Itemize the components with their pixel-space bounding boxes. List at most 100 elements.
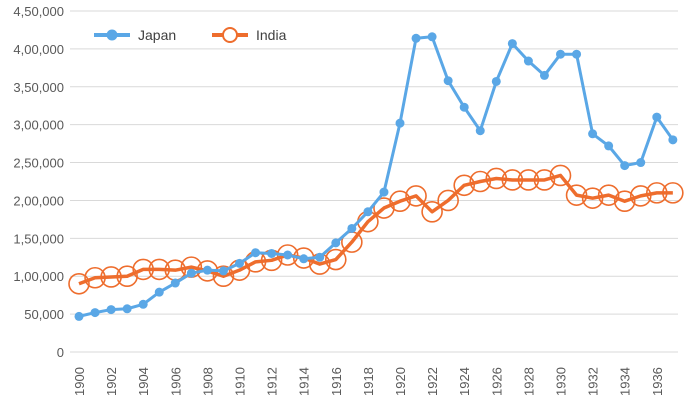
- india-point: [324, 248, 347, 271]
- x-tick-label: 1912: [265, 367, 280, 396]
- japan-point: [363, 207, 373, 217]
- x-tick-label: 1936: [650, 367, 665, 396]
- japan-point: [668, 135, 678, 145]
- india-point: [212, 265, 235, 288]
- y-tick-label: 2,50,000: [13, 156, 64, 171]
- x-tick-label: 1910: [233, 367, 248, 396]
- x-tick-label: 1932: [586, 367, 601, 396]
- x-tick-label: 1924: [457, 367, 472, 396]
- japan-point: [395, 118, 405, 128]
- y-tick-label: 2,00,000: [13, 193, 64, 208]
- japan-point: [588, 129, 598, 139]
- x-tick-label: 1928: [521, 367, 536, 396]
- x-tick-label: 1900: [72, 367, 87, 396]
- japan-point: [218, 266, 228, 276]
- india-point: [469, 170, 492, 193]
- x-tick-label: 1908: [200, 367, 215, 396]
- india-point: [629, 185, 652, 207]
- legend-japan-label: Japan: [138, 27, 176, 43]
- japan-point: [539, 70, 549, 80]
- x-tick-label: 1902: [104, 367, 119, 396]
- x-tick-label: 1930: [554, 367, 569, 396]
- japan-point: [427, 32, 437, 42]
- japan-point: [331, 238, 341, 248]
- india-point: [549, 164, 572, 187]
- japan-point: [170, 278, 180, 288]
- japan-point: [523, 56, 533, 66]
- japan-point: [620, 161, 630, 171]
- y-tick-label: 4,00,000: [13, 42, 64, 57]
- japan-point: [411, 33, 421, 43]
- japan-point: [299, 254, 309, 264]
- x-tick-label: 1922: [425, 367, 440, 396]
- y-tick-label: 1,00,000: [13, 269, 64, 284]
- legend: Japan India: [94, 27, 287, 43]
- japan-point: [138, 299, 148, 309]
- japan-point: [74, 311, 84, 321]
- india-point: [148, 258, 171, 281]
- india-point: [405, 185, 427, 207]
- y-tick-label: 0: [57, 345, 64, 360]
- india-point: [116, 265, 138, 288]
- japan-point: [636, 158, 646, 168]
- japan-point: [556, 49, 565, 59]
- x-tick-label: 1920: [393, 367, 408, 396]
- series-layer: [68, 32, 684, 321]
- x-tick-label: 1916: [329, 367, 344, 396]
- india-point: [662, 182, 684, 204]
- x-axis-ticks: 1900 1902 1904 1906 1908 1910 1912 1914 1916 1918…: [72, 367, 665, 396]
- india-point: [613, 190, 636, 213]
- india-point: [84, 266, 106, 289]
- japan-point: [202, 265, 212, 275]
- japan-point: [106, 305, 116, 315]
- japan-point: [283, 250, 293, 260]
- india-point: [437, 189, 459, 212]
- india-point: [421, 201, 443, 223]
- y-tick-label: 3,50,000: [13, 80, 64, 95]
- india-line: [78, 173, 673, 286]
- japan-point: [267, 248, 277, 258]
- india-point: [68, 272, 90, 295]
- legend-india-label: India: [256, 27, 287, 43]
- india-point: [517, 169, 540, 191]
- japan-point: [90, 308, 100, 318]
- india-point: [485, 167, 508, 190]
- y-axis-ticks: 0 50,000 1,00,000 1,50,000 2,00,000 2,50,000 3…: [13, 4, 64, 360]
- series-india: [68, 164, 684, 295]
- x-tick-label: 1934: [618, 367, 633, 396]
- india-point: [100, 266, 122, 288]
- japan-point: [154, 287, 164, 297]
- y-tick-label: 1,50,000: [13, 231, 64, 246]
- india-point: [565, 184, 588, 206]
- x-tick-label: 1914: [297, 367, 312, 396]
- india-point: [645, 182, 668, 204]
- india-point: [132, 258, 154, 281]
- japan-point: [507, 39, 517, 49]
- japan-point: [443, 76, 453, 86]
- x-tick-label: 1926: [489, 367, 504, 396]
- x-tick-label: 1918: [361, 367, 376, 396]
- series-japan: [74, 32, 678, 321]
- india-point: [597, 184, 620, 206]
- legend-india-marker: [222, 27, 238, 43]
- gridlines: [70, 10, 678, 353]
- x-tick-label: 1906: [168, 367, 183, 396]
- japan-point: [475, 126, 485, 136]
- japan-point: [491, 76, 501, 86]
- japan-point: [251, 248, 261, 258]
- japan-point: [122, 304, 132, 314]
- y-tick-label: 4,50,000: [13, 4, 64, 19]
- japan-point: [379, 187, 389, 197]
- japan-point: [459, 102, 469, 112]
- y-tick-label: 50,000: [24, 307, 64, 322]
- japan-point: [604, 141, 614, 151]
- x-tick-label: 1904: [136, 367, 151, 396]
- japan-point: [315, 252, 325, 262]
- legend-japan-marker: [106, 29, 118, 41]
- japan-point: [186, 268, 196, 278]
- japan-point: [652, 112, 662, 122]
- japan-point: [235, 258, 244, 268]
- japan-point: [347, 223, 357, 233]
- india-point: [581, 187, 604, 209]
